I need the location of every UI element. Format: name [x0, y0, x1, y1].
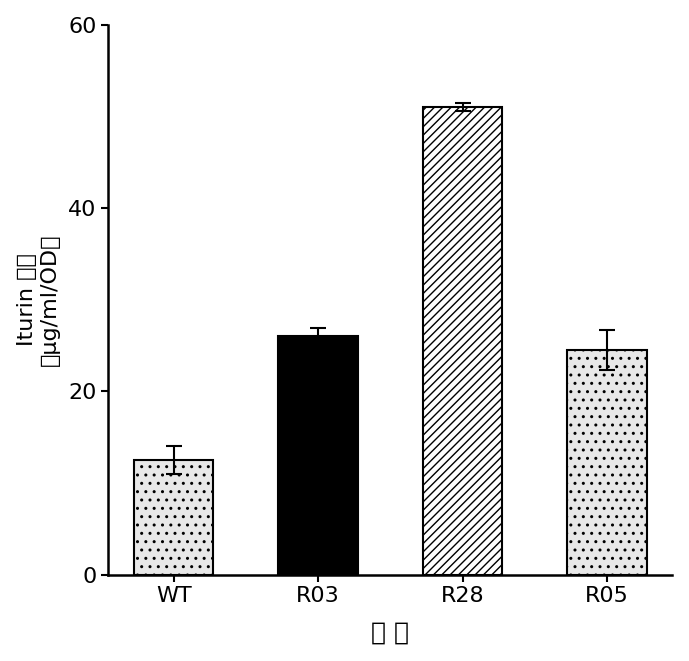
- Bar: [423, 107, 502, 574]
- X-axis label: 菌 株: 菌 株: [371, 620, 409, 644]
- Bar: [278, 336, 358, 574]
- Bar: [567, 350, 647, 574]
- Y-axis label: Iturin 产量
（μg/ml/OD）: Iturin 产量 （μg/ml/OD）: [17, 233, 60, 366]
- Bar: [134, 460, 214, 574]
